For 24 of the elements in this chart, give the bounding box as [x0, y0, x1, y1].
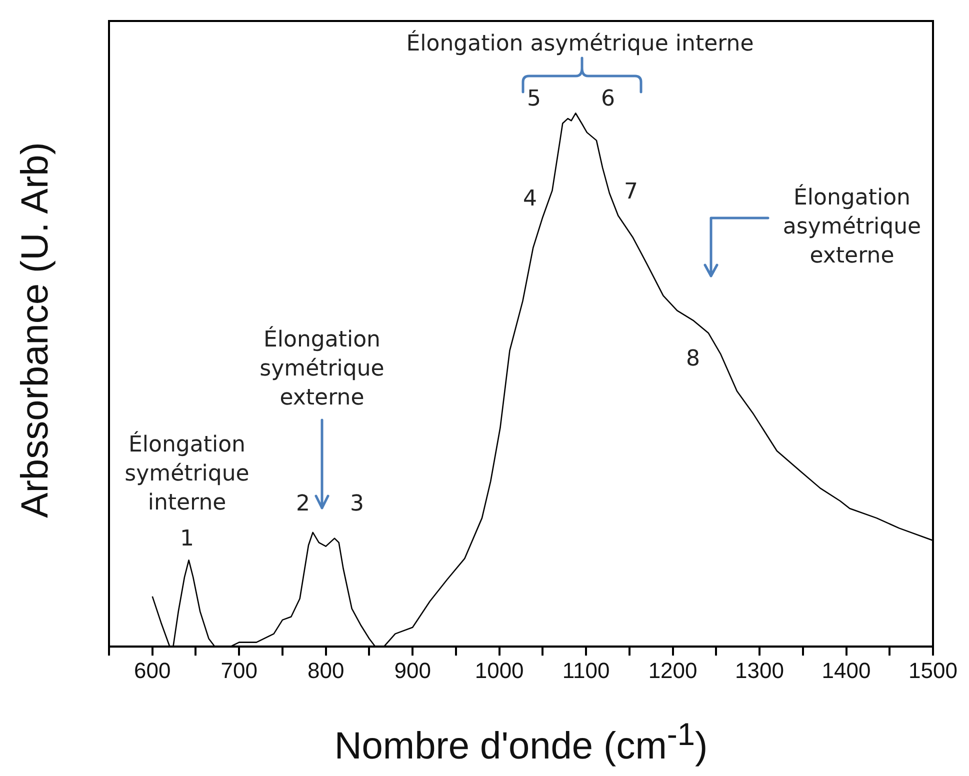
x-tick-label: 1000 [474, 658, 524, 683]
x-tick-label: 600 [134, 658, 171, 683]
text: 6 [601, 86, 615, 112]
annotation: Élongation symétrique externe [260, 326, 384, 411]
annotation: 3 [350, 492, 364, 517]
x-tick-label: 1300 [735, 658, 784, 683]
annotation: Élongation asymétrique externe [782, 184, 922, 269]
x-tick-label: 900 [394, 658, 431, 683]
annotation: 2 [296, 492, 310, 517]
x-tick-label: 700 [220, 658, 258, 683]
annotation: Élongation symétrique interne [124, 430, 250, 516]
text: Élongation asymétrique interne [406, 30, 754, 57]
x-tick-label: 800 [307, 658, 344, 683]
x-tick-label: 1100 [562, 658, 610, 683]
x-tick-label: 1400 [822, 658, 871, 683]
annotation: 4 [523, 186, 537, 212]
x-tick-label: 1200 [648, 658, 698, 683]
text: 5 [527, 86, 541, 112]
annotation: 1 [180, 526, 194, 552]
annotation: 7 [624, 180, 638, 205]
x-axis-title: Nombre d'onde (cm$^{-1}$) [333, 716, 709, 769]
x-tick-label: 1500 [908, 658, 958, 683]
y-axis-title: Arbssorbance (U. Arb) [14, 142, 58, 518]
annotation: 8 [686, 346, 700, 372]
